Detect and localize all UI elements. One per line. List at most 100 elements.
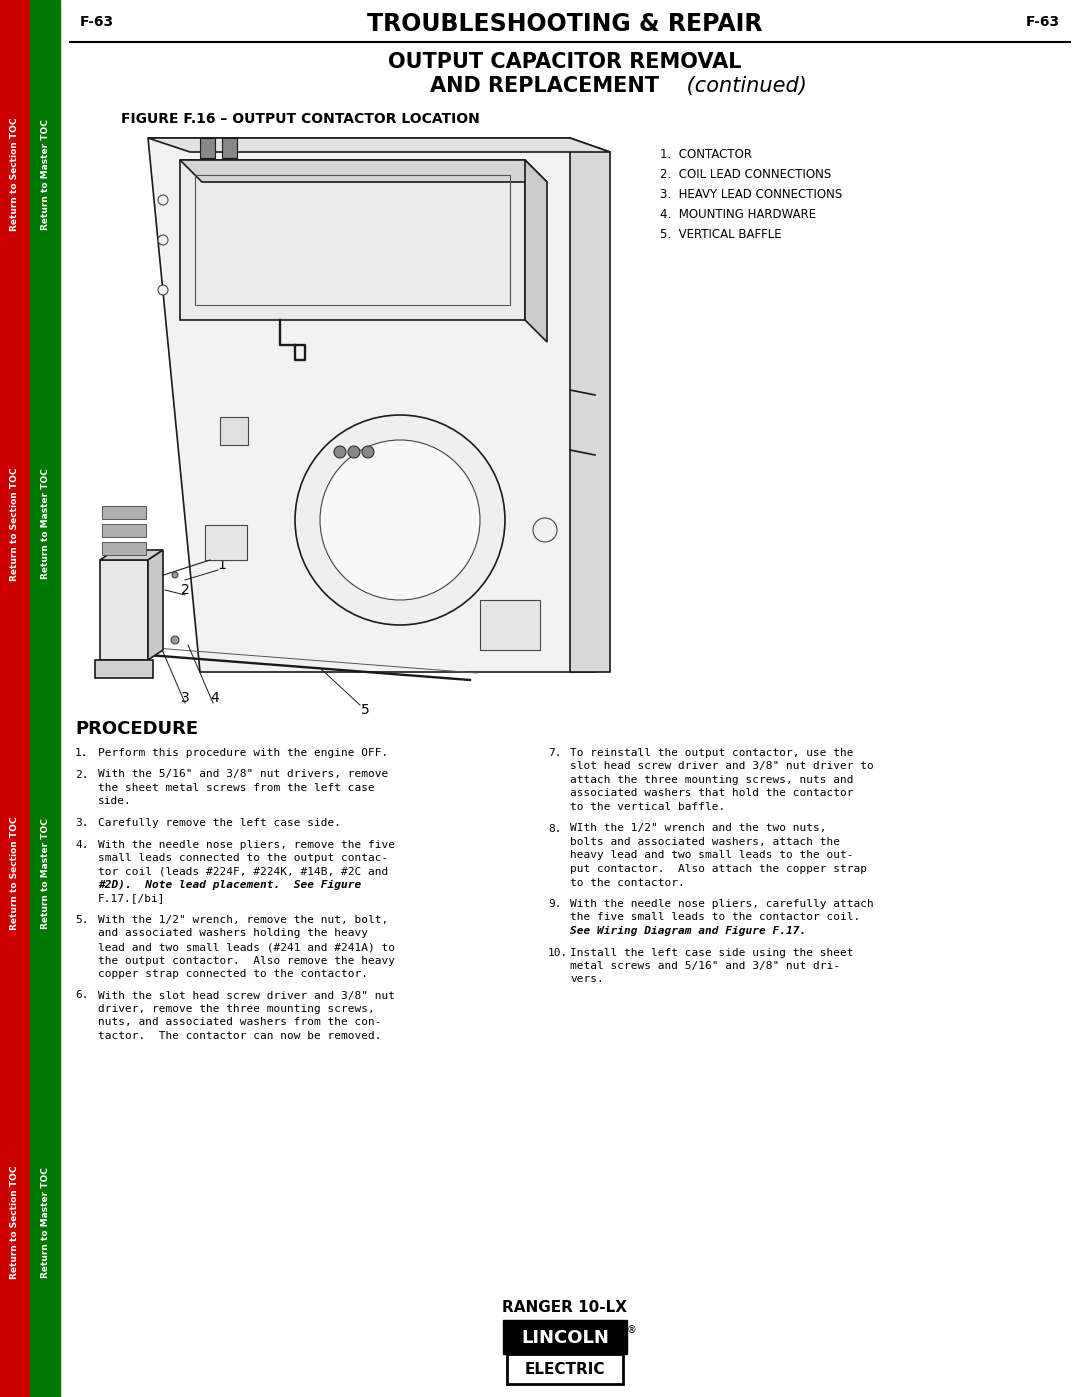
- Text: F-63: F-63: [80, 15, 114, 29]
- Circle shape: [172, 571, 178, 578]
- Text: OUTPUT CAPACITOR REMOVAL: OUTPUT CAPACITOR REMOVAL: [388, 52, 742, 73]
- Text: FIGURE F.16 – OUTPUT CONTACTOR LOCATION: FIGURE F.16 – OUTPUT CONTACTOR LOCATION: [121, 112, 480, 126]
- Text: tactor.  The contactor can now be removed.: tactor. The contactor can now be removed…: [98, 1031, 381, 1041]
- Text: With the needle nose pliers, carefully attach: With the needle nose pliers, carefully a…: [570, 900, 874, 909]
- Bar: [222, 138, 237, 158]
- Text: ®: ®: [627, 1324, 637, 1336]
- Circle shape: [334, 446, 346, 458]
- Circle shape: [171, 636, 179, 644]
- Circle shape: [348, 446, 360, 458]
- Text: 3.: 3.: [75, 819, 89, 828]
- Text: 5.  VERTICAL BAFFLE: 5. VERTICAL BAFFLE: [660, 228, 782, 242]
- Text: the five small leads to the contactor coil.: the five small leads to the contactor co…: [570, 912, 861, 922]
- Text: small leads connected to the output contac-: small leads connected to the output cont…: [98, 854, 388, 863]
- Text: 5: 5: [361, 703, 369, 717]
- Circle shape: [295, 415, 505, 624]
- Text: ELECTRIC: ELECTRIC: [525, 1362, 605, 1377]
- Text: attach the three mounting screws, nuts and: attach the three mounting screws, nuts a…: [570, 775, 853, 785]
- Text: nuts, and associated washers from the con-: nuts, and associated washers from the co…: [98, 1017, 381, 1028]
- Text: Return to Master TOC: Return to Master TOC: [41, 817, 50, 929]
- Polygon shape: [100, 550, 163, 560]
- Text: put contactor.  Also attach the copper strap: put contactor. Also attach the copper st…: [570, 863, 867, 875]
- Text: bolts and associated washers, attach the: bolts and associated washers, attach the: [570, 837, 840, 847]
- Text: AND REPLACEMENT: AND REPLACEMENT: [430, 75, 659, 96]
- Circle shape: [320, 440, 480, 599]
- Polygon shape: [148, 138, 610, 152]
- Text: With the needle nose pliers, remove the five: With the needle nose pliers, remove the …: [98, 840, 395, 849]
- Polygon shape: [148, 138, 595, 672]
- Text: With the slot head screw driver and 3/8" nut: With the slot head screw driver and 3/8"…: [98, 990, 395, 1000]
- Text: 4: 4: [416, 509, 424, 522]
- Text: 4.: 4.: [75, 840, 89, 849]
- Text: 9.: 9.: [548, 900, 562, 909]
- Text: 2.  COIL LEAD CONNECTIONS: 2. COIL LEAD CONNECTIONS: [660, 168, 832, 182]
- Text: Return to Master TOC: Return to Master TOC: [41, 119, 50, 231]
- Text: WIth the 1/2" wrench and the two nuts,: WIth the 1/2" wrench and the two nuts,: [570, 823, 826, 834]
- Polygon shape: [525, 161, 546, 342]
- Text: 2.: 2.: [75, 770, 89, 780]
- Bar: [480, 599, 540, 650]
- Bar: [200, 138, 215, 158]
- Text: 4.  MOUNTING HARDWARE: 4. MOUNTING HARDWARE: [660, 208, 816, 221]
- Text: 3: 3: [180, 692, 189, 705]
- Text: tor coil (leads #224F, #224K, #14B, #2C and: tor coil (leads #224F, #224K, #14B, #2C …: [98, 866, 388, 876]
- Text: lead and two small leads (#241 and #241A) to: lead and two small leads (#241 and #241A…: [98, 942, 395, 951]
- Text: 10.: 10.: [548, 947, 568, 957]
- Text: 1.: 1.: [75, 747, 89, 759]
- Bar: [0, 0, 30, 1397]
- Polygon shape: [95, 659, 153, 678]
- Text: heavy lead and two small leads to the out-: heavy lead and two small leads to the ou…: [570, 851, 853, 861]
- Text: See Wiring Diagram and Figure F.17.: See Wiring Diagram and Figure F.17.: [570, 926, 807, 936]
- Polygon shape: [180, 161, 525, 320]
- Polygon shape: [100, 560, 148, 659]
- Text: With the 5/16" and 3/8" nut drivers, remove: With the 5/16" and 3/8" nut drivers, rem…: [98, 770, 388, 780]
- Text: F.17.[/bi]: F.17.[/bi]: [98, 894, 165, 904]
- Text: F-63: F-63: [1026, 15, 1059, 29]
- Text: 1.  CONTACTOR: 1. CONTACTOR: [660, 148, 752, 161]
- Text: slot head screw driver and 3/8" nut driver to: slot head screw driver and 3/8" nut driv…: [570, 761, 874, 771]
- Text: driver, remove the three mounting screws,: driver, remove the three mounting screws…: [98, 1004, 375, 1014]
- Bar: [102, 542, 146, 555]
- Bar: [30, 0, 60, 1397]
- Bar: [102, 506, 146, 520]
- Polygon shape: [180, 161, 546, 182]
- Text: (continued): (continued): [680, 75, 807, 96]
- Text: Return to Section TOC: Return to Section TOC: [11, 467, 19, 581]
- Text: Return to Section TOC: Return to Section TOC: [11, 117, 19, 232]
- Text: Return to Section TOC: Return to Section TOC: [11, 1165, 19, 1280]
- Polygon shape: [148, 550, 163, 659]
- Circle shape: [158, 196, 168, 205]
- Text: With the 1/2" wrench, remove the nut, bolt,: With the 1/2" wrench, remove the nut, bo…: [98, 915, 388, 925]
- Text: the output contactor.  Also remove the heavy: the output contactor. Also remove the he…: [98, 956, 395, 965]
- Bar: [195, 175, 510, 305]
- Text: Perform this procedure with the engine OFF.: Perform this procedure with the engine O…: [98, 747, 388, 759]
- Text: RANGER 10-LX: RANGER 10-LX: [502, 1301, 627, 1315]
- Text: and associated washers holding the heavy: and associated washers holding the heavy: [98, 929, 368, 939]
- Text: 3.  HEAVY LEAD CONNECTIONS: 3. HEAVY LEAD CONNECTIONS: [660, 189, 842, 201]
- Text: 1: 1: [217, 557, 227, 571]
- Text: 2: 2: [180, 583, 189, 597]
- Text: 8.: 8.: [548, 823, 562, 834]
- Text: 5.: 5.: [75, 915, 89, 925]
- Circle shape: [158, 285, 168, 295]
- Text: the sheet metal screws from the left case: the sheet metal screws from the left cas…: [98, 782, 375, 793]
- Text: 6.: 6.: [75, 990, 89, 1000]
- Text: LINCOLN: LINCOLN: [521, 1329, 609, 1347]
- Text: Install the left case side using the sheet: Install the left case side using the she…: [570, 947, 853, 957]
- Text: #2D).  Note lead placement.  See Figure: #2D). Note lead placement. See Figure: [98, 880, 361, 890]
- Text: associated washers that hold the contactor: associated washers that hold the contact…: [570, 788, 853, 799]
- Circle shape: [534, 518, 557, 542]
- Text: Carefully remove the left case side.: Carefully remove the left case side.: [98, 819, 341, 828]
- Bar: [507, 1354, 623, 1384]
- Circle shape: [158, 235, 168, 244]
- Text: To reinstall the output contactor, use the: To reinstall the output contactor, use t…: [570, 747, 853, 759]
- Text: 4: 4: [211, 692, 219, 705]
- Text: Return to Master TOC: Return to Master TOC: [41, 1166, 50, 1278]
- Text: side.: side.: [98, 796, 132, 806]
- Text: vers.: vers.: [570, 975, 604, 985]
- Bar: [102, 524, 146, 536]
- Text: Return to Section TOC: Return to Section TOC: [11, 816, 19, 930]
- Polygon shape: [570, 138, 610, 672]
- Bar: [205, 525, 247, 560]
- Text: metal screws and 5/16" and 3/8" nut dri-: metal screws and 5/16" and 3/8" nut dri-: [570, 961, 840, 971]
